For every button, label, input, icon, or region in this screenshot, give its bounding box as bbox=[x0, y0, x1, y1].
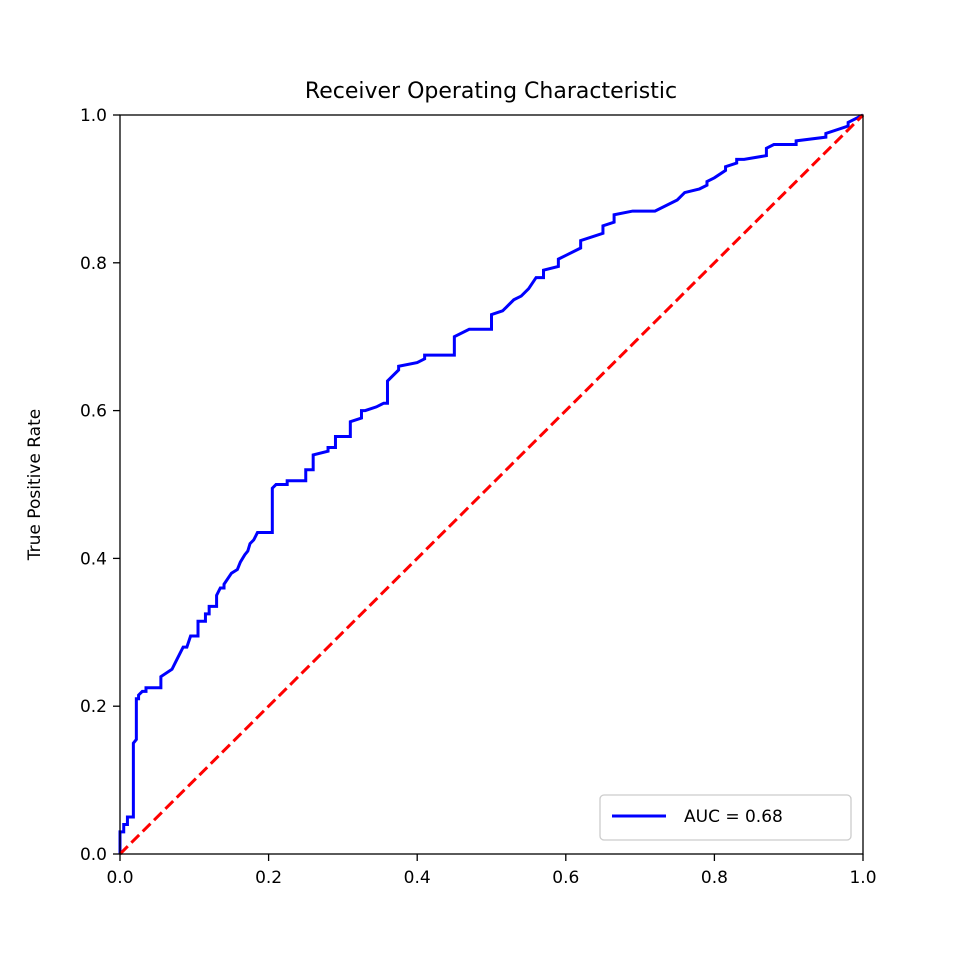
plot-frame bbox=[119, 114, 864, 855]
x-tick-label: 0.6 bbox=[552, 868, 579, 888]
plot-area bbox=[118, 113, 865, 856]
x-tick-label: 0.2 bbox=[255, 868, 282, 888]
legend-box bbox=[599, 794, 852, 841]
chance-diagonal-line bbox=[118, 113, 865, 856]
y-tick-label: 0.0 bbox=[80, 845, 107, 865]
legend-label: AUC = 0.68 bbox=[684, 807, 783, 827]
x-tick-label: 0.4 bbox=[404, 868, 431, 888]
x-tick-label: 0.0 bbox=[106, 868, 133, 888]
y-tick-label: 0.6 bbox=[80, 402, 107, 422]
x-tick-label: 0.8 bbox=[701, 868, 728, 888]
x-tick-label: 1.0 bbox=[849, 868, 876, 888]
y-tick-label: 0.4 bbox=[80, 549, 107, 569]
y-axis-label: True Positive Rate bbox=[25, 409, 45, 561]
roc-curve-line bbox=[118, 113, 864, 854]
series-layer bbox=[118, 113, 865, 856]
chart-title: Receiver Operating Characteristic bbox=[305, 79, 677, 104]
y-axis: 0.0 0.2 0.4 0.6 0.8 1.0 bbox=[80, 106, 120, 865]
y-tick-label: 0.8 bbox=[80, 254, 107, 274]
y-tick-label: 1.0 bbox=[80, 106, 107, 126]
x-axis: 0.0 0.2 0.4 0.6 0.8 1.0 bbox=[106, 854, 877, 888]
legend: AUC = 0.68 bbox=[599, 794, 852, 841]
y-tick-label: 0.2 bbox=[80, 697, 107, 717]
